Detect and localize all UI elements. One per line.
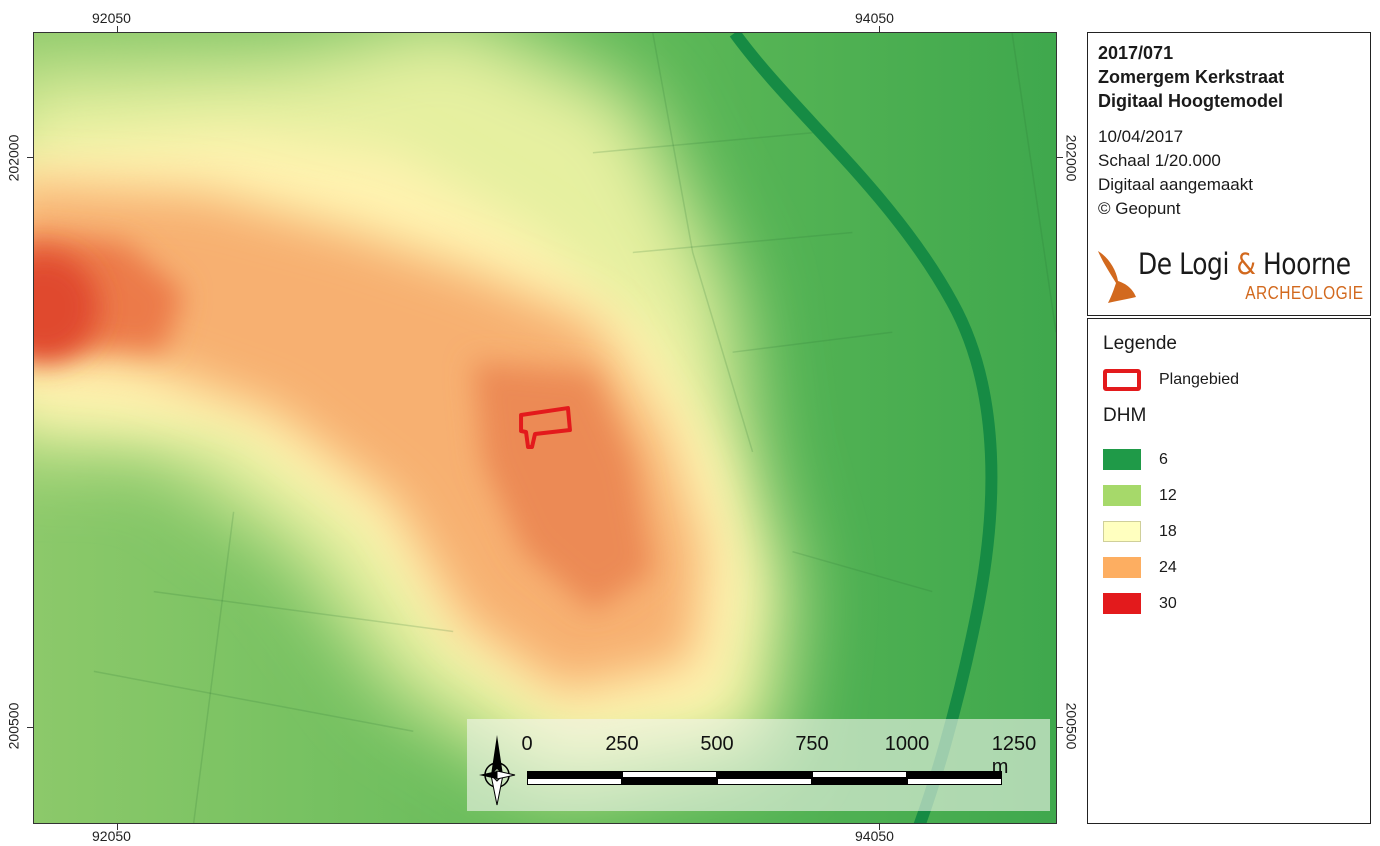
- scale-segment: [812, 771, 907, 778]
- plateau-orange: [34, 184, 703, 692]
- scale-label-250: 250: [605, 733, 639, 755]
- north-arrow-icon: [479, 735, 516, 806]
- map-made: Digitaal aangemaakt: [1098, 175, 1253, 194]
- coord-left-top: 202000: [5, 134, 22, 182]
- scale-segment: [812, 778, 907, 785]
- class-label: 6: [1159, 450, 1168, 468]
- plangebied-label: Plangebied: [1159, 371, 1240, 388]
- scale-segment: [907, 771, 1002, 778]
- scale-segment: [622, 771, 717, 778]
- scale-segment: [527, 771, 622, 778]
- legend-heading: Legende: [1103, 333, 1177, 354]
- coord-bottom-right: 94050: [855, 828, 894, 844]
- highest-area: [34, 252, 99, 363]
- legend-panel: Legende Plangebied DHM 6 12 18 24 30: [1087, 318, 1371, 824]
- logo-subtitle: ARCHEOLOGIE: [1245, 283, 1364, 303]
- tick: [1057, 157, 1063, 158]
- map-date: 10/04/2017: [1098, 127, 1184, 146]
- class-label: 30: [1159, 594, 1177, 612]
- tick: [117, 26, 118, 32]
- elevation-map: [34, 33, 1056, 823]
- class-label: 12: [1159, 486, 1177, 504]
- scale-bar: 0 250 500 750 1000 1250 m: [467, 719, 1050, 811]
- project-number: 2017/071: [1098, 43, 1174, 63]
- coord-top-left: 92050: [92, 10, 131, 26]
- map-title: Digitaal Hoogtemodel: [1098, 91, 1284, 111]
- map-scale: Schaal 1/20.000: [1098, 151, 1221, 170]
- tick: [879, 824, 880, 830]
- legend-item-plangebied: Plangebied: [1103, 369, 1239, 391]
- title-panel: 2017/071 Zomergem Kerkstraat Digitaal Ho…: [1087, 32, 1371, 316]
- tick: [117, 824, 118, 830]
- field-lines: [93, 33, 1056, 823]
- coord-top-right: 94050: [855, 10, 894, 26]
- class-swatch: [1103, 485, 1141, 506]
- legend-class-30: 30: [1103, 593, 1177, 614]
- map-source: © Geopunt: [1098, 199, 1181, 218]
- tick: [27, 157, 33, 158]
- tick: [27, 727, 33, 728]
- logo-name-1: De Logi: [1138, 247, 1229, 281]
- class-swatch: [1103, 557, 1141, 578]
- scale-segment: [527, 778, 622, 785]
- company-logo: De Logi & Hoorne ARCHEOLOGIE: [1094, 247, 1366, 309]
- legend-class-6: 6: [1103, 449, 1168, 470]
- class-swatch: [1103, 593, 1141, 614]
- scale-label-500: 500: [700, 733, 734, 755]
- coord-left-bottom: 200500: [5, 702, 22, 750]
- scale-label-1000: 1000: [884, 733, 930, 755]
- logo-ampersand: &: [1236, 247, 1256, 281]
- coord-right-top: 202000: [1063, 134, 1080, 182]
- tick: [879, 26, 880, 32]
- scale-label-750: 750: [795, 733, 829, 755]
- class-label: 18: [1159, 522, 1177, 540]
- coord-bottom-left: 92050: [92, 828, 131, 844]
- project-name: Zomergem Kerkstraat: [1098, 67, 1285, 87]
- scale-segment: [717, 771, 812, 778]
- logo-name-2: Hoorne: [1262, 247, 1351, 281]
- class-swatch: [1103, 521, 1141, 542]
- scale-segment: [907, 778, 1002, 785]
- class-swatch: [1103, 449, 1141, 470]
- dhm-heading: DHM: [1103, 405, 1147, 426]
- tick: [1057, 727, 1063, 728]
- scale-segment: [622, 778, 717, 785]
- plangebied-polygon[interactable]: [519, 406, 572, 449]
- legend-class-18: 18: [1103, 521, 1177, 542]
- scale-label-0: 0: [521, 733, 533, 755]
- legend-class-24: 24: [1103, 557, 1177, 578]
- class-label: 24: [1159, 558, 1177, 576]
- map-canvas[interactable]: 0 250 500 750 1000 1250 m: [33, 32, 1057, 824]
- scale-segment: [717, 778, 812, 785]
- legend-class-12: 12: [1103, 485, 1177, 506]
- coord-right-bottom: 200500: [1063, 702, 1080, 750]
- plangebied-swatch: [1103, 369, 1141, 391]
- trowel-logo-icon: [1098, 251, 1136, 303]
